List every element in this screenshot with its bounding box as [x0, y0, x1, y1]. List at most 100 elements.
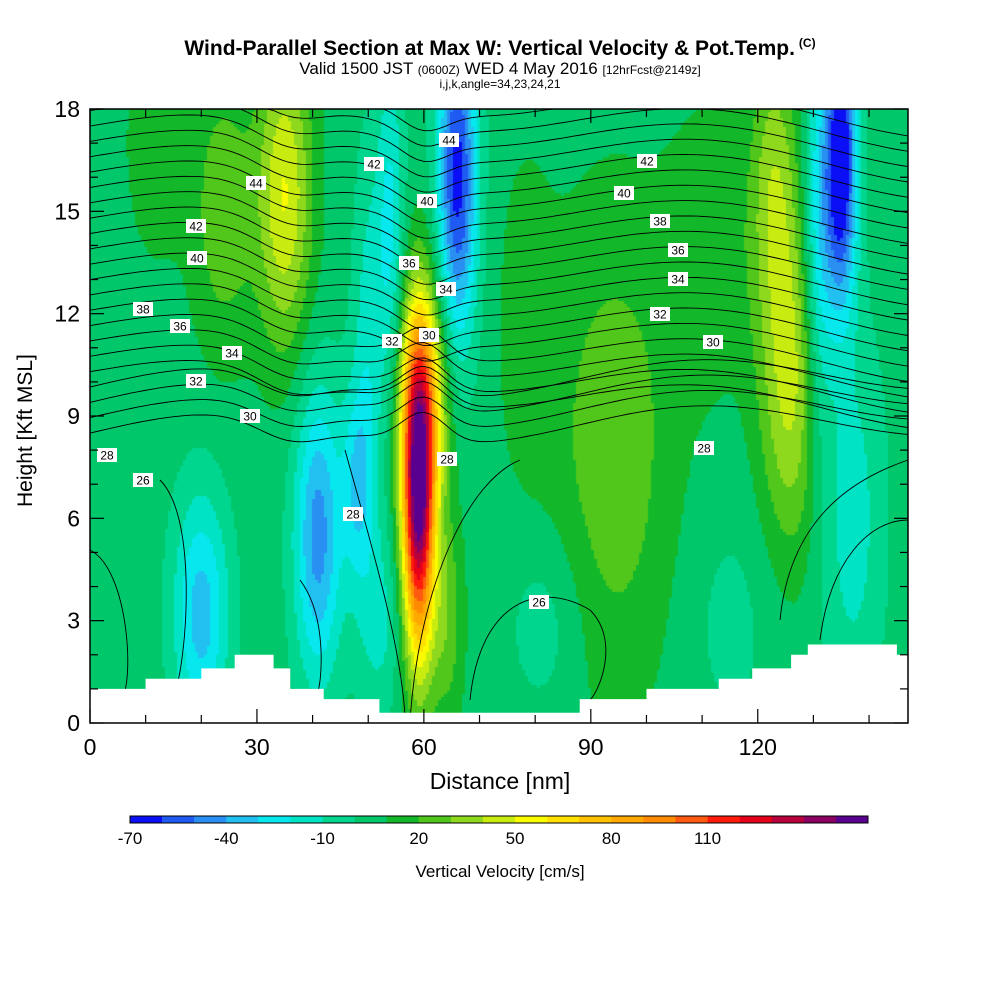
theta-contour	[409, 459, 521, 721]
contour-label: 36	[399, 256, 419, 271]
colorbar-swatch	[611, 816, 644, 823]
colorbar-swatch	[515, 816, 548, 823]
contour-label-bg	[637, 154, 657, 168]
contour-label: 32	[186, 374, 206, 389]
contour-label-bg	[246, 176, 266, 190]
contour-label: 26	[133, 473, 153, 488]
theta-contour	[779, 459, 909, 621]
terrain	[90, 644, 908, 723]
colorbar-tick-label: 110	[694, 829, 721, 848]
colorbar-swatch	[290, 816, 323, 823]
contour-label-bg	[439, 133, 459, 147]
contour-label: 36	[170, 319, 190, 334]
theta-contour	[89, 359, 909, 397]
contour-label-text: 28	[100, 449, 114, 463]
contour-label-bg	[187, 251, 207, 265]
contour-label-text: 28	[697, 442, 711, 456]
contour-label-bg	[650, 214, 670, 228]
y-tick-label: 0	[67, 710, 80, 736]
theta-contour	[89, 298, 909, 367]
theta-contour	[89, 175, 909, 244]
contour-label-bg	[437, 452, 457, 466]
theta-contour	[89, 145, 909, 214]
theta-contour	[89, 314, 909, 382]
theta-contour	[159, 479, 187, 691]
contour-label: 44	[246, 176, 266, 191]
contour-label-text: 40	[617, 187, 631, 201]
contour-label-bg	[650, 307, 670, 321]
theta-contour	[89, 129, 909, 198]
colorbar-swatch	[130, 816, 163, 823]
contour-label-bg	[614, 186, 634, 200]
theta-contour	[89, 191, 909, 260]
y-axis-label: Height [Kft MSL]	[14, 354, 37, 507]
colorbar-swatch	[579, 816, 612, 823]
contour-label: 34	[668, 272, 688, 287]
y-tick-label: 9	[67, 403, 80, 429]
y-tick-label: 6	[67, 505, 80, 531]
colorbar-swatch	[386, 816, 420, 823]
contour-label-text: 40	[190, 252, 204, 266]
colorbar-label: Vertical Velocity [cm/s]	[415, 862, 585, 881]
contour-label-bg	[529, 595, 549, 609]
x-axis-label: Distance [nm]	[429, 768, 571, 794]
colorbar-tick-label: -70	[118, 829, 143, 848]
x-tick-label: 0	[84, 734, 97, 760]
contour-label-bg	[703, 335, 723, 349]
theta-contour	[89, 374, 909, 412]
colorbar-swatch	[835, 816, 869, 823]
theta-contour	[89, 405, 909, 443]
contour-label: 38	[650, 214, 670, 229]
contour-label-bg	[668, 272, 688, 286]
contour-label: 34	[436, 282, 456, 297]
colorbar-swatch	[707, 816, 740, 823]
chart-subtitle-2: i,j,k,angle=34,23,24,21	[439, 77, 561, 91]
theta-contour	[469, 596, 607, 701]
theta-contour	[89, 160, 909, 229]
contour-label-bg	[240, 409, 260, 423]
contour-label-text: 28	[346, 508, 360, 522]
theta-contour	[299, 579, 322, 691]
contour-label-bg	[222, 346, 242, 360]
colorbar: -70 -40 -10 20 50 80 110	[118, 815, 869, 848]
contour-label-text: 42	[640, 155, 654, 169]
contour-label: 32	[650, 307, 670, 322]
colorbar-tick-label: -40	[214, 829, 239, 848]
contour-label: 30	[703, 335, 723, 350]
colorbar-swatch	[771, 816, 805, 823]
colorbar-swatch	[803, 816, 837, 823]
contour-label-text: 28	[440, 453, 454, 467]
theta-contour	[89, 283, 909, 352]
contour-label-bg	[694, 441, 714, 455]
colorbar-swatch	[675, 816, 708, 823]
colorbar-swatch	[643, 816, 676, 823]
theta-contour	[344, 449, 406, 716]
contour-label: 28	[97, 448, 117, 463]
contour-label-text: 30	[706, 336, 720, 350]
theta-contour	[89, 206, 909, 275]
theta-contour	[89, 114, 909, 183]
contour-label-bg	[97, 448, 117, 462]
colorbar-swatch	[547, 816, 580, 823]
contour-label-text: 30	[243, 410, 257, 424]
colorbar-swatch	[258, 816, 291, 823]
contour-label-text: 40	[420, 195, 434, 209]
title-mark: (C)	[798, 36, 816, 50]
contour-label: 42	[364, 157, 384, 172]
x-tick-label: 30	[244, 734, 270, 760]
contour-label: 36	[668, 243, 688, 258]
y-axis-label-box: Height [Kft MSL]	[6, 354, 46, 507]
colorbar-swatch	[450, 816, 484, 823]
contour-label-bg	[343, 507, 363, 521]
contour-label-bg	[417, 194, 437, 208]
contour-label-bg	[170, 319, 190, 333]
contour-label-text: 44	[249, 177, 263, 191]
contour-label-text: 26	[136, 474, 150, 488]
contour-label: 44	[439, 133, 459, 148]
colorbar-swatch	[418, 816, 452, 823]
colorbar-swatch	[322, 816, 355, 823]
y-tick-label: 18	[54, 96, 80, 122]
contour-label: 40	[187, 251, 207, 266]
colorbar-swatch	[162, 816, 195, 823]
